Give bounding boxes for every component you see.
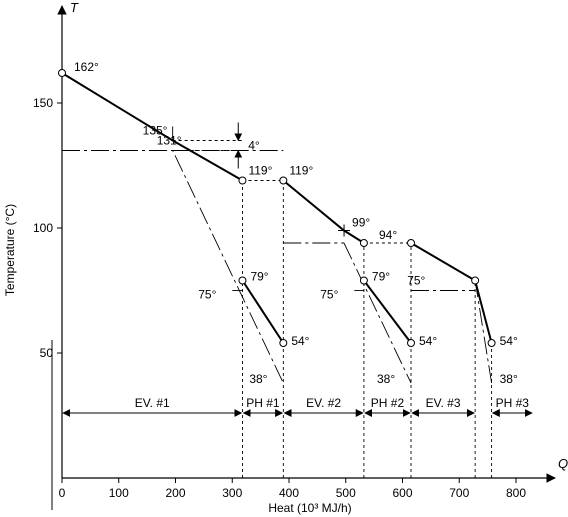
hot-curve (61, 72, 493, 344)
hot-curve-segment (282, 179, 365, 244)
y-tick-label: 100 (33, 221, 53, 235)
y-axis-title: Temperature (°C) (3, 204, 17, 296)
x-tick-label: 700 (449, 486, 469, 500)
value-annotation: 119° (289, 164, 313, 178)
data-point-marker (279, 339, 288, 347)
data-point-marker (471, 276, 480, 285)
data-point-marker (487, 339, 496, 347)
value-annotation: 119° (248, 164, 272, 178)
x-tick-label: 800 (506, 486, 526, 500)
data-point-marker (407, 239, 416, 247)
value-annotation: 38° (377, 372, 395, 386)
x-tick-label: 100 (109, 486, 129, 500)
y-tick-label: 150 (33, 96, 53, 110)
data-point-marker (238, 276, 247, 285)
data-point-marker (359, 276, 368, 285)
value-annotation: 4° (248, 139, 260, 153)
data-point-marker (279, 176, 288, 185)
zone-label: PH #2 (371, 396, 405, 410)
value-annotation: 54° (500, 334, 518, 348)
zone-label: EV. #2 (306, 396, 341, 410)
data-point-marker (359, 239, 368, 247)
cold-curve-line (62, 150, 284, 384)
value-annotation: 75° (407, 274, 425, 288)
data-point-marker (407, 339, 416, 347)
data-point-marker (238, 176, 247, 185)
value-annotation: 79° (372, 270, 390, 284)
annotations: 162° 135°131° 4° 119° 119° 99° 94° 79° 75° 54° 38°… (74, 60, 518, 386)
x-tick-label: 400 (279, 486, 299, 500)
hot-curve-segment (61, 72, 243, 182)
zone-arrows: EV. #1 PH #1 EV. #2 PH #2 EV. #3 PH #3 (62, 396, 533, 417)
axes: 0 100 200 300 400 500 600 700 800 50 100 150 (33, 5, 556, 510)
x-tick-label: 0 (59, 486, 66, 500)
y-axis-letter: T (70, 0, 79, 15)
hot-curve-segment (363, 279, 412, 344)
value-annotation: 54° (419, 334, 437, 348)
x-tick-label: 300 (222, 486, 242, 500)
value-annotation: 54° (291, 334, 309, 348)
cold-curves (62, 150, 493, 384)
guide-dashes (172, 122, 493, 478)
cold-curve-line (343, 242, 412, 384)
value-annotation: 94° (379, 228, 397, 242)
data-point-marker (58, 69, 66, 77)
value-annotation: 135° (143, 124, 168, 138)
zone-label: EV. #3 (426, 396, 461, 410)
zone-label: PH #3 (496, 396, 530, 410)
x-axis-title: Heat (10³ MJ/h) (268, 501, 351, 515)
x-tick-label: 600 (392, 486, 412, 500)
y-tick-label: 50 (40, 346, 54, 360)
x-tick-label: 200 (165, 486, 185, 500)
x-axis-letter: Q (558, 456, 568, 471)
zone-label: EV. #1 (135, 396, 170, 410)
markers (58, 69, 496, 347)
hot-curve-segment (241, 279, 285, 344)
value-annotation: 38° (249, 372, 267, 386)
value-annotation: 131° (157, 134, 182, 148)
value-annotation: 162° (74, 60, 99, 74)
x-tick-label: 500 (336, 486, 356, 500)
value-annotation: 75° (320, 288, 338, 302)
value-annotation: 79° (250, 270, 268, 284)
hot-curve-segment (410, 242, 493, 344)
value-annotation: 75° (198, 288, 216, 302)
value-annotation: 99° (352, 216, 370, 230)
value-annotation: 38° (500, 372, 518, 386)
zone-label: PH #1 (246, 396, 280, 410)
cold-curve-line (474, 280, 493, 384)
